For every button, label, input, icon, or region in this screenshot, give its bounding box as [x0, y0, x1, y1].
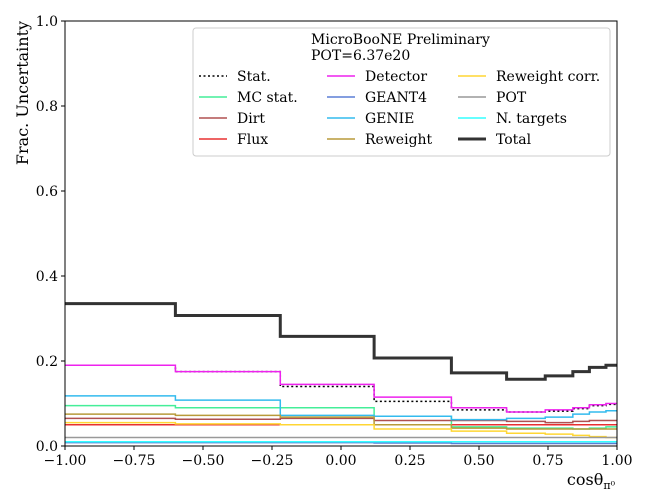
x-tick-label: 0.75: [532, 453, 563, 469]
legend: MicroBooNE Preliminary POT=6.37e20 Stat.…: [192, 27, 611, 157]
series-line-total: [65, 302, 617, 381]
x-tick-label: −0.25: [251, 453, 294, 469]
x-tick-label: 0.25: [394, 453, 425, 469]
x-axis-title-subscript: π⁰: [603, 479, 615, 492]
series-line-detector: [65, 364, 617, 413]
legend-label-genie: GENIE: [365, 111, 414, 127]
x-tick-label: −0.50: [182, 453, 225, 469]
x-axis-title-main: cosθ: [567, 470, 603, 489]
legend-label-total: Total: [496, 132, 532, 148]
y-tick-label: 0.6: [36, 184, 58, 200]
x-tick-label: 0.50: [463, 453, 494, 469]
x-axis: −1.00 −0.75 −0.50 −0.25 0.00 0.25 0.50 0.75 1.00: [44, 446, 633, 469]
legend-label-mc-stat: MC stat.: [237, 90, 298, 106]
legend-label-reweight: Reweight: [365, 132, 433, 148]
legend-label-stat: Stat.: [237, 69, 271, 85]
y-tick-label: 0.4: [36, 269, 58, 285]
y-tick-label: 0.0: [36, 439, 58, 455]
x-tick-label: −0.75: [113, 453, 156, 469]
y-axis: 0.0 0.2 0.4 0.6 0.8 1.0: [36, 14, 65, 455]
legend-label-detector: Detector: [365, 69, 427, 85]
series-line-dirt: [65, 417, 617, 424]
x-tick-label: −1.00: [44, 453, 87, 469]
y-tick-label: 0.2: [36, 354, 58, 370]
legend-title-line-1: MicroBooNE Preliminary: [311, 32, 490, 48]
series-line-reweight: [65, 413, 617, 430]
legend-entries: Stat. MC stat. Dirt Flux Detector GEANT4 GENIE…: [199, 69, 600, 148]
series-line-genie: [65, 395, 617, 421]
x-tick-label: 1.00: [601, 453, 632, 469]
legend-label-reweight-corr: Reweight corr.: [496, 69, 600, 85]
legend-label-n-targets: N. targets: [496, 111, 567, 127]
legend-box: [192, 27, 611, 157]
series-line-reweight-corr: [65, 421, 617, 439]
legend-title-line-2: POT=6.37e20: [311, 48, 410, 64]
series-layer: [65, 302, 617, 445]
x-axis-title: cosθπ⁰: [567, 470, 616, 492]
y-tick-label: 1.0: [36, 14, 58, 30]
legend-label-geant4: GEANT4: [365, 90, 427, 106]
legend-label-flux: Flux: [237, 132, 268, 148]
x-tick-label: 0.00: [325, 453, 356, 469]
y-axis-title: Frac. Uncertainty: [13, 21, 32, 165]
y-tick-label: 0.8: [36, 99, 58, 115]
series-line-geant4: [65, 441, 617, 445]
legend-label-dirt: Dirt: [237, 111, 265, 127]
legend-label-pot: POT: [496, 90, 527, 106]
